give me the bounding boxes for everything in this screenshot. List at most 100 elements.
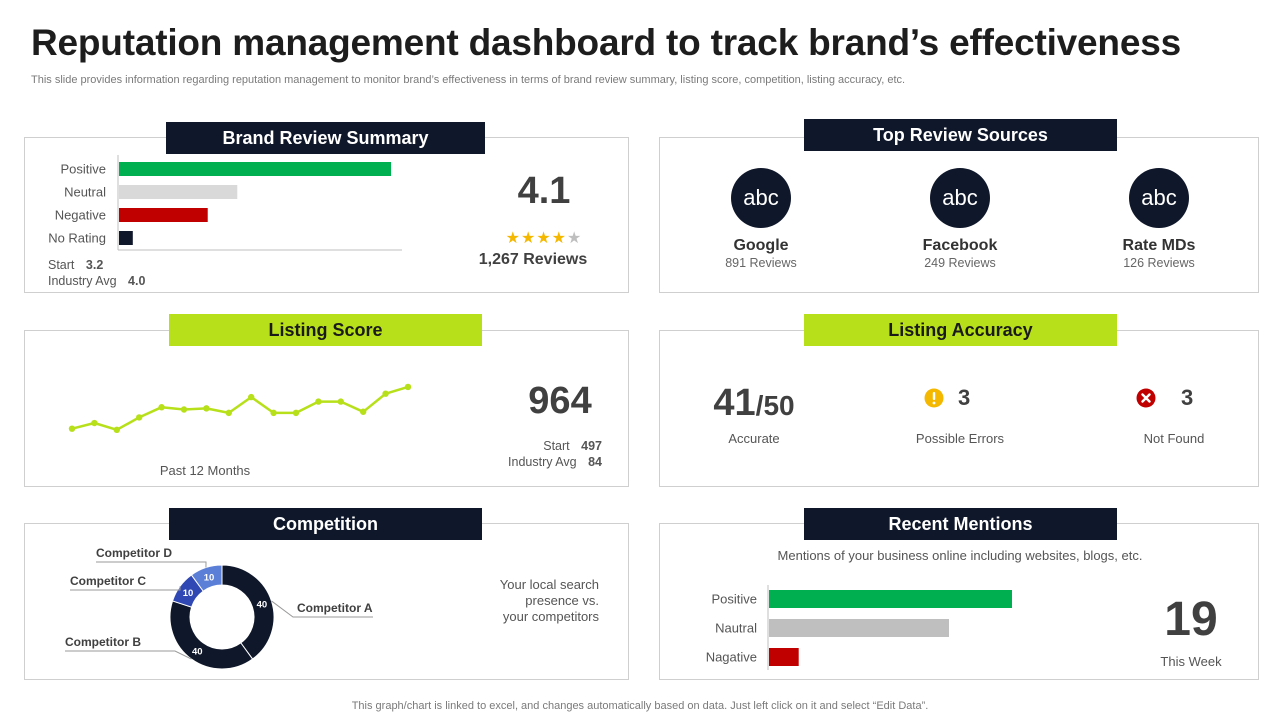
listing-score-point-14 bbox=[360, 408, 367, 415]
brand-review-bar-positive bbox=[119, 162, 392, 176]
donut-value-competitor-d: 10 bbox=[204, 573, 215, 584]
donut-leader-competitor-c bbox=[70, 586, 181, 591]
brand-industry-label: Industry Avg bbox=[48, 274, 117, 288]
listing-score-point-1 bbox=[68, 425, 76, 432]
competition-description-line-1: Your local search bbox=[499, 577, 599, 592]
not-found-label: Not Found bbox=[1143, 431, 1205, 446]
accurate-value: 41 bbox=[713, 382, 756, 424]
recent-mentions-header: Recent Mentions bbox=[804, 508, 1117, 540]
listing-start-label: Start bbox=[543, 439, 570, 453]
donut-label-competitor-a: Competitor A bbox=[297, 601, 373, 615]
competition-donut-chart: 40 Competitor A 40 Competitor B 10 Competitor… bbox=[65, 546, 373, 670]
listing-score-point-10 bbox=[270, 409, 277, 417]
brand-reviews-count: 1,267 Reviews bbox=[478, 251, 588, 268]
not-found-value: 3 bbox=[1181, 385, 1194, 410]
star-filled-icon: ★ bbox=[551, 230, 568, 247]
star-filled-icon: ★ bbox=[505, 230, 521, 247]
listing-score-panel bbox=[24, 330, 629, 487]
donut-value-competitor-a: 40 bbox=[257, 600, 268, 611]
brand-score: 4.1 bbox=[517, 170, 571, 212]
competition-header: Competition bbox=[169, 508, 482, 540]
listing-score-point-5 bbox=[158, 404, 165, 411]
star-filled-icon: ★ bbox=[536, 230, 552, 247]
listing-industry-label: Industry Avg bbox=[508, 455, 577, 469]
donut-label-competitor-d: Competitor D bbox=[96, 546, 172, 560]
top-sources-header: Top Review Sources bbox=[804, 119, 1117, 151]
brand-review-label-neutral: Neutral bbox=[64, 185, 106, 200]
donut-leader-competitor-d bbox=[96, 561, 207, 568]
listing-score-point-9 bbox=[248, 393, 255, 401]
donut-leader-competitor-a bbox=[271, 600, 373, 618]
donut-slice-competitor-a bbox=[221, 564, 275, 660]
listing-score-line bbox=[71, 385, 409, 432]
brand-review-label-positive: Positive bbox=[60, 162, 106, 177]
donut-label-competitor-b: Competitor B bbox=[65, 635, 141, 649]
star-filled-icon: ★ bbox=[520, 230, 537, 247]
listing-score-caption: Past 12 Months bbox=[159, 463, 251, 478]
source-name-ratemds: Rate MDs bbox=[1122, 237, 1196, 254]
accurate-label: Accurate bbox=[728, 431, 780, 446]
footnote: This graph/chart is linked to excel, and… bbox=[351, 700, 929, 712]
ratemds-logo-icon: abc bbox=[1129, 168, 1189, 228]
recent-mentions-description: Mentions of your business online includi… bbox=[777, 548, 1143, 563]
listing-score-header: Listing Score bbox=[169, 314, 482, 346]
brand-review-bar-no-rating bbox=[119, 231, 133, 245]
listing-score-point-15 bbox=[382, 390, 389, 397]
brand-review-label-no-rating: No Rating bbox=[48, 231, 106, 246]
mentions-bar-nagative bbox=[769, 648, 799, 666]
brand-review-label-negative: Negative bbox=[55, 208, 106, 223]
brand-review-chart: Positive Neutral Negative No Rating bbox=[48, 155, 402, 251]
source-count-facebook: 249 Reviews bbox=[924, 256, 996, 270]
listing-industry-value: 84 bbox=[588, 455, 602, 469]
brand-start-label: Start bbox=[48, 258, 75, 272]
brand-start-value: 3.2 bbox=[85, 258, 104, 272]
brand-start: Start 3.2 bbox=[48, 258, 103, 272]
rating-stars: ★★★★★ bbox=[474, 228, 614, 248]
listing-score-point-4 bbox=[136, 414, 143, 421]
page-title: Reputation management dashboard to track… bbox=[31, 22, 1181, 63]
listing-score-point-3 bbox=[113, 426, 120, 434]
page-subtitle: This slide provides information regardin… bbox=[31, 74, 906, 86]
listing-score-point-12 bbox=[315, 398, 322, 405]
donut-slice-competitor-b bbox=[169, 600, 254, 670]
listing-industry: Industry Avg 84 bbox=[480, 455, 602, 469]
facebook-logo-icon: abc bbox=[930, 168, 990, 228]
accurate-total: /50 bbox=[755, 390, 795, 421]
mentions-bar-nautral bbox=[769, 619, 949, 637]
source-count-google: 891 Reviews bbox=[725, 256, 797, 270]
star-empty-icon: ★ bbox=[567, 230, 583, 247]
google-logo-icon: abc bbox=[731, 168, 791, 228]
brand-industry-value: 4.0 bbox=[128, 274, 146, 288]
mentions-label-positive: Positive bbox=[711, 592, 757, 607]
listing-start: Start 497 bbox=[520, 439, 602, 453]
errors-value: 3 bbox=[958, 385, 971, 410]
listing-accuracy-header: Listing Accuracy bbox=[804, 314, 1117, 346]
mentions-count-label: This Week bbox=[1160, 654, 1222, 669]
recent-mentions-chart: Positive Nautral Nagative bbox=[706, 585, 1012, 670]
donut-leader-competitor-b bbox=[65, 650, 192, 660]
competition-description-line-3: your competitors bbox=[502, 609, 599, 624]
competition-description: Your local search presence vs. your comp… bbox=[460, 577, 599, 625]
donut-value-competitor-b: 40 bbox=[192, 646, 203, 657]
listing-score-value: 964 bbox=[528, 380, 592, 422]
listing-score-point-16 bbox=[404, 383, 412, 391]
listing-start-value: 497 bbox=[581, 439, 602, 453]
donut-value-competitor-c: 10 bbox=[183, 588, 194, 599]
errors-label: Possible Errors bbox=[915, 431, 1005, 446]
source-name-google: Google bbox=[733, 237, 789, 254]
source-name-facebook: Facebook bbox=[922, 237, 998, 254]
brand-review-bar-neutral bbox=[119, 185, 238, 199]
listing-score-point-11 bbox=[292, 409, 300, 417]
mentions-count: 19 bbox=[1164, 593, 1218, 646]
mentions-label-nagative: Nagative bbox=[706, 650, 757, 665]
donut-slice-competitor-d bbox=[190, 564, 223, 592]
source-count-ratemds: 126 Reviews bbox=[1123, 256, 1195, 270]
competition-description-line-2: presence vs. bbox=[525, 593, 599, 608]
listing-score-point-2 bbox=[91, 419, 98, 427]
mentions-bar-positive bbox=[769, 590, 1012, 608]
listing-score-chart bbox=[68, 383, 412, 434]
listing-score-point-7 bbox=[203, 405, 210, 412]
brand-industry: Industry Avg 4.0 bbox=[48, 274, 145, 288]
brand-review-header: Brand Review Summary bbox=[166, 122, 485, 154]
warning-icon bbox=[924, 388, 944, 408]
